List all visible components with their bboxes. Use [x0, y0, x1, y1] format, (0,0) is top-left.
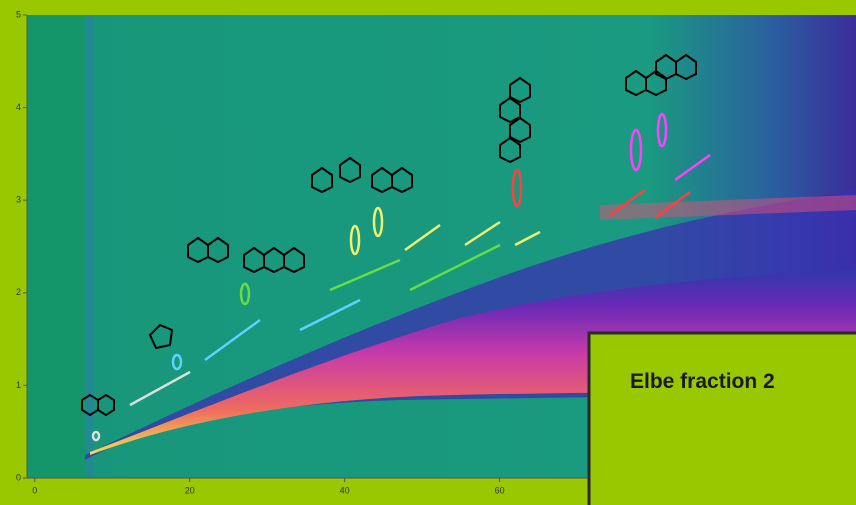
annotation-frame [589, 333, 856, 505]
y-tick-label: 4 [16, 102, 21, 112]
solvent-region [27, 15, 85, 478]
x-tick-label: 0 [32, 485, 37, 495]
page: {"chart_data": {"type": "heatmap", "anno… [0, 0, 856, 505]
chart: 0 20 40 60 0 1 2 3 4 5 Elbe fraction 2 [0, 0, 856, 505]
x-tick-label: 40 [340, 485, 350, 495]
y-tick-label: 2 [16, 287, 21, 297]
y-tick-label: 0 [16, 472, 21, 482]
solvent-front [85, 15, 93, 478]
y-tick-label: 3 [16, 195, 21, 205]
x-tick-label: 60 [495, 485, 505, 495]
annotation-box: Elbe fraction 2 [589, 333, 856, 505]
annotation-text: Elbe fraction 2 [630, 370, 775, 393]
y-tick-label: 1 [16, 380, 21, 390]
y-tick-label: 5 [16, 9, 21, 19]
x-tick-label: 20 [185, 485, 195, 495]
